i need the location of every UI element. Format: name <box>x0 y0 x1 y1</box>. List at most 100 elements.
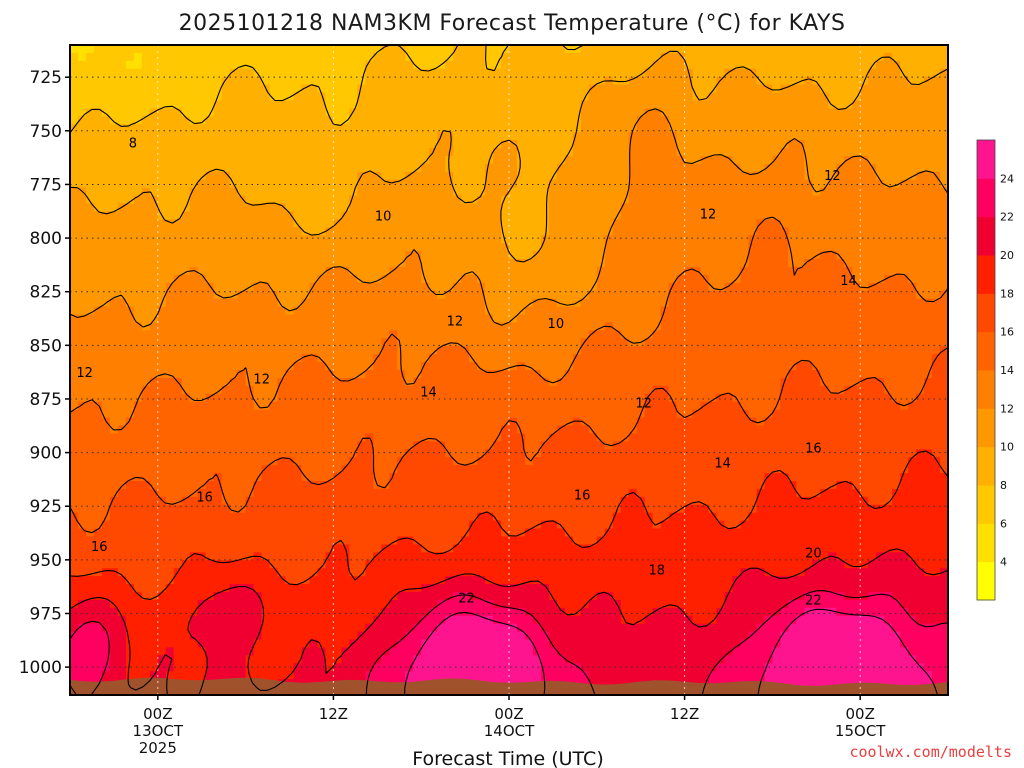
heatmap-cell <box>548 346 558 355</box>
heatmap-cell <box>421 647 430 656</box>
heatmap-cell <box>453 322 462 331</box>
heatmap-cell <box>285 282 295 292</box>
heatmap-cell <box>357 401 366 411</box>
heatmap-cell <box>189 108 199 117</box>
heatmap-cell <box>429 132 438 141</box>
heatmap-cell <box>357 496 366 506</box>
heatmap-cell <box>413 623 422 633</box>
heatmap-cell <box>125 417 135 427</box>
heatmap-cell <box>325 163 334 173</box>
heatmap-cell <box>501 473 510 482</box>
heatmap-cell <box>125 520 135 530</box>
heatmap-cell <box>253 417 263 427</box>
heatmap-cell <box>532 259 542 268</box>
heatmap-cell <box>501 163 510 173</box>
heatmap-cell <box>117 488 127 498</box>
heatmap-cell <box>85 433 95 442</box>
heatmap-cell <box>77 338 87 347</box>
heatmap-cell <box>93 433 103 442</box>
heatmap-cell <box>317 591 327 601</box>
heatmap-cell <box>245 615 255 625</box>
heatmap-cell <box>269 401 279 411</box>
heatmap-cell <box>325 496 334 506</box>
heatmap-cell <box>157 148 167 157</box>
heatmap-cell <box>125 639 135 649</box>
heatmap-cell <box>501 457 510 466</box>
heatmap-cell <box>357 52 366 62</box>
heatmap-cell <box>141 282 151 292</box>
heatmap-cell <box>277 512 287 522</box>
heatmap-cell <box>77 243 87 252</box>
heatmap-cell <box>477 433 486 442</box>
heatmap-cell <box>77 108 87 117</box>
heatmap-cell <box>77 425 87 435</box>
heatmap-cell <box>437 155 446 165</box>
heatmap-cell <box>93 322 103 331</box>
heatmap-cell <box>373 401 382 411</box>
heatmap-cell <box>245 354 255 363</box>
heatmap-cell <box>301 354 311 363</box>
heatmap-cell <box>117 615 127 625</box>
heatmap-cell <box>501 52 510 62</box>
heatmap-cell <box>509 266 518 276</box>
heatmap-cell <box>413 203 422 213</box>
heatmap-cell <box>437 591 446 601</box>
heatmap-cell <box>285 401 295 411</box>
heatmap-cell <box>101 76 111 86</box>
heatmap-cell <box>453 68 462 78</box>
heatmap-cell <box>453 100 462 110</box>
heatmap-cell <box>397 227 406 236</box>
heatmap-cell <box>261 441 271 450</box>
heatmap-cell <box>325 409 334 419</box>
heatmap-cell <box>309 298 319 308</box>
heatmap-cell <box>237 607 247 617</box>
heatmap-cell <box>349 465 358 474</box>
heatmap-cell <box>285 488 295 498</box>
heatmap-cell <box>141 512 151 522</box>
heatmap-cell <box>149 68 159 78</box>
heatmap-cell <box>117 84 127 94</box>
heatmap-cell <box>365 211 374 220</box>
heatmap-cell <box>157 52 167 62</box>
heatmap-cell <box>540 480 550 490</box>
heatmap-cell <box>413 480 422 490</box>
heatmap-cell <box>493 584 502 593</box>
heatmap-cell <box>405 647 414 656</box>
heatmap-cell <box>221 60 231 70</box>
heatmap-cell <box>429 251 438 260</box>
heatmap-cell <box>261 409 271 419</box>
heatmap-cell <box>493 425 502 435</box>
heatmap-cell <box>453 259 462 268</box>
heatmap-cell <box>221 544 231 553</box>
heatmap-cell <box>317 124 327 133</box>
heatmap-cell <box>477 171 486 181</box>
heatmap-cell <box>237 330 247 339</box>
heatmap-cell <box>205 227 215 236</box>
heatmap-cell <box>365 457 374 466</box>
heatmap-cell <box>181 560 191 569</box>
heatmap-cell <box>333 179 342 189</box>
heatmap-cell <box>493 465 502 474</box>
heatmap-cell <box>437 655 446 664</box>
heatmap-cell <box>237 124 247 133</box>
heatmap-cell <box>309 449 319 458</box>
heatmap-cell <box>349 314 358 324</box>
heatmap-cell <box>516 155 526 165</box>
heatmap-cell <box>85 116 95 125</box>
heatmap-cell <box>77 433 87 442</box>
heatmap-cell <box>532 92 542 102</box>
heatmap-cell <box>77 552 87 561</box>
heatmap-cell <box>453 290 462 300</box>
heatmap-cell <box>501 377 510 387</box>
heatmap-cell <box>477 473 486 482</box>
heatmap-cell <box>293 599 303 609</box>
heatmap-cell <box>117 314 127 324</box>
heatmap-cell <box>269 473 279 482</box>
heatmap-cell <box>229 52 239 62</box>
heatmap-cell <box>405 338 414 347</box>
heatmap-cell <box>165 393 175 403</box>
heatmap-cell <box>453 132 462 141</box>
heatmap-cell <box>189 599 199 609</box>
heatmap-cell <box>349 179 358 189</box>
heatmap-cell <box>516 433 526 442</box>
